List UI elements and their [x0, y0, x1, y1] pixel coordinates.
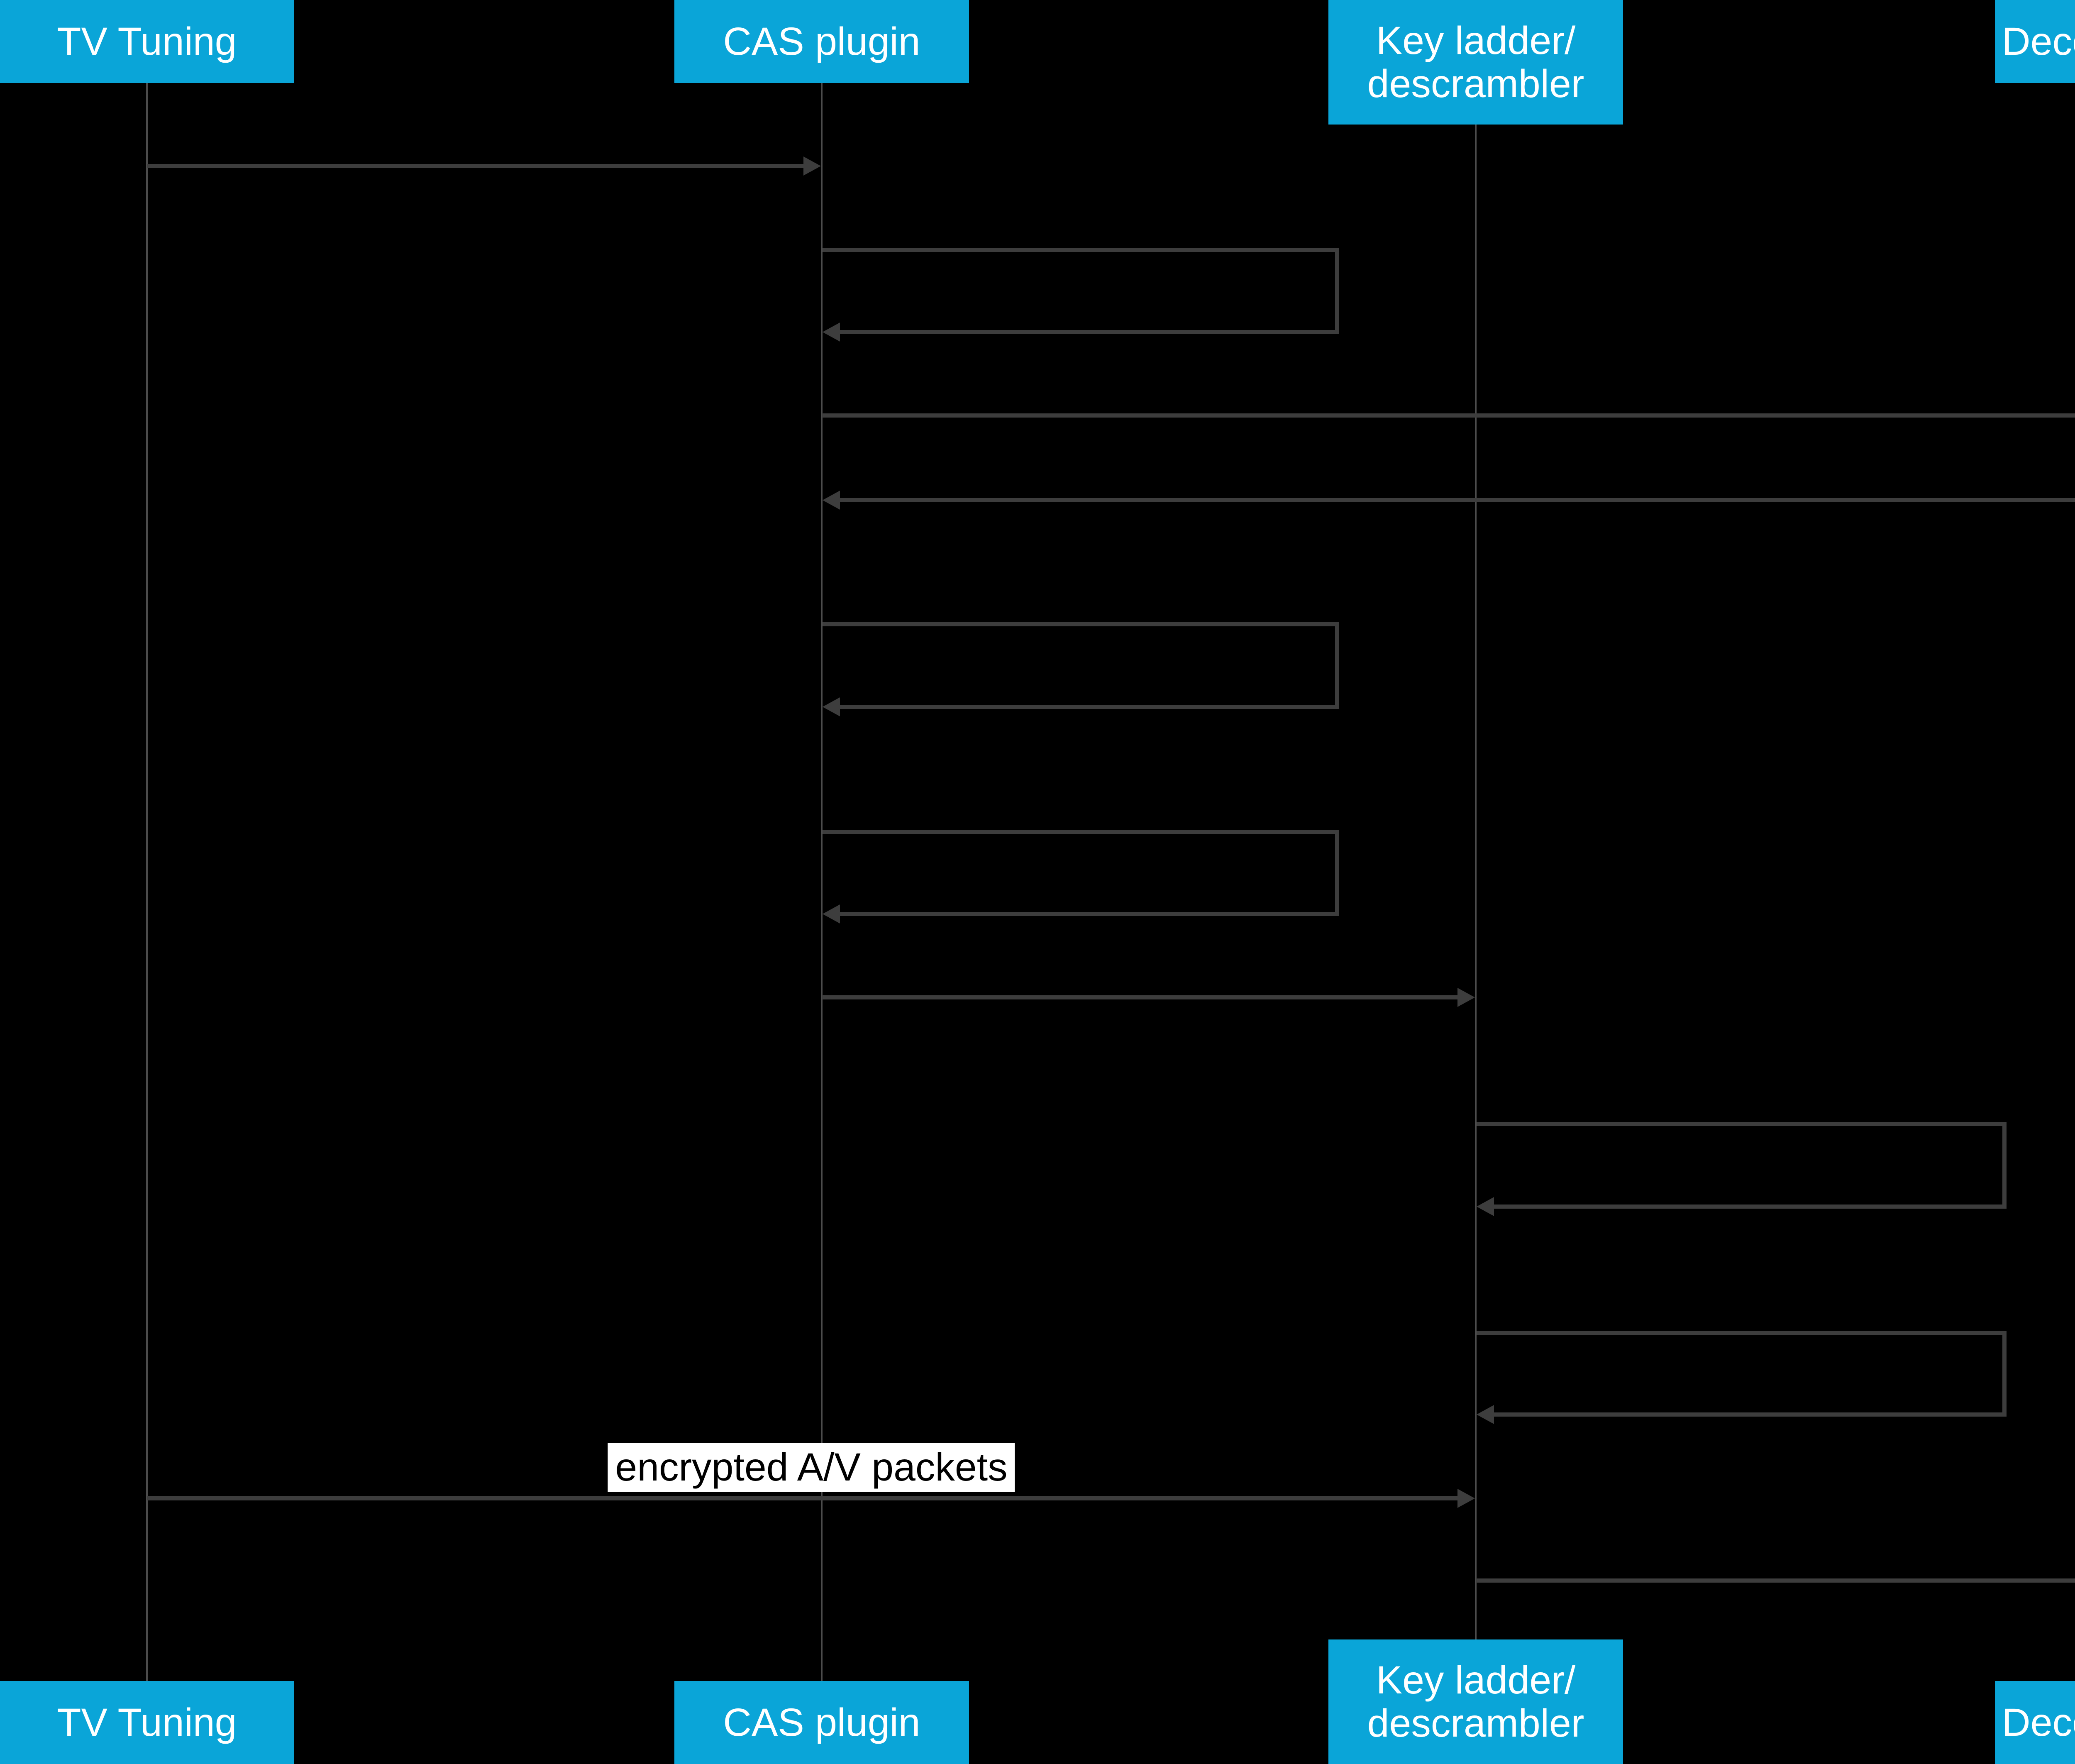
actor-box-top-cas-plugin: CAS plugin: [674, 0, 969, 83]
actor-box-bottom-cas-plugin: CAS plugin: [674, 1681, 969, 1764]
message-arrowhead-6: [1457, 988, 1475, 1007]
self-message-arrowhead-4: [823, 697, 840, 716]
actor-label: TV Tuning: [57, 1700, 237, 1744]
self-message-line-7: [1477, 1122, 2007, 1209]
message-arrowhead-3: [823, 491, 840, 510]
self-message-arrowhead-5: [823, 904, 840, 924]
actor-label: CAS plugin: [723, 1700, 920, 1744]
actor-box-top-tv-tuning: TV Tuning: [0, 0, 294, 83]
actor-label: Decode, display: [2002, 1700, 2075, 1744]
message-label-9: encrypted A/V packets: [608, 1443, 1015, 1492]
self-message-arrowhead-8: [1477, 1405, 1494, 1424]
self-message-line-1: [823, 248, 1339, 334]
actor-box-bottom-decode-display: Decode, display: [1995, 1681, 2075, 1764]
self-message-line-4: [823, 622, 1339, 709]
actor-label: TV Tuning: [57, 19, 237, 64]
actor-label: Key ladder/ descrambler: [1367, 1658, 1584, 1745]
actor-box-top-decode-display: Decode, display: [1995, 0, 2075, 83]
actor-box-bottom-key-ladder: Key ladder/ descrambler: [1328, 1639, 1623, 1764]
self-message-line-8: [1477, 1331, 2007, 1417]
self-message-arrowhead-7: [1477, 1197, 1494, 1216]
actor-label: CAS plugin: [723, 19, 920, 64]
self-message-line-5: [823, 830, 1339, 916]
actor-box-top-key-ladder: Key ladder/ descrambler: [1328, 0, 1623, 125]
self-message-arrowhead-1: [823, 323, 840, 342]
actor-label: Key ladder/ descrambler: [1367, 18, 1584, 106]
actor-box-bottom-tv-tuning: TV Tuning: [0, 1681, 294, 1764]
message-arrowhead-9: [1457, 1489, 1475, 1508]
message-arrowhead-0: [803, 156, 821, 176]
actor-label: Decode, display: [2002, 19, 2075, 64]
